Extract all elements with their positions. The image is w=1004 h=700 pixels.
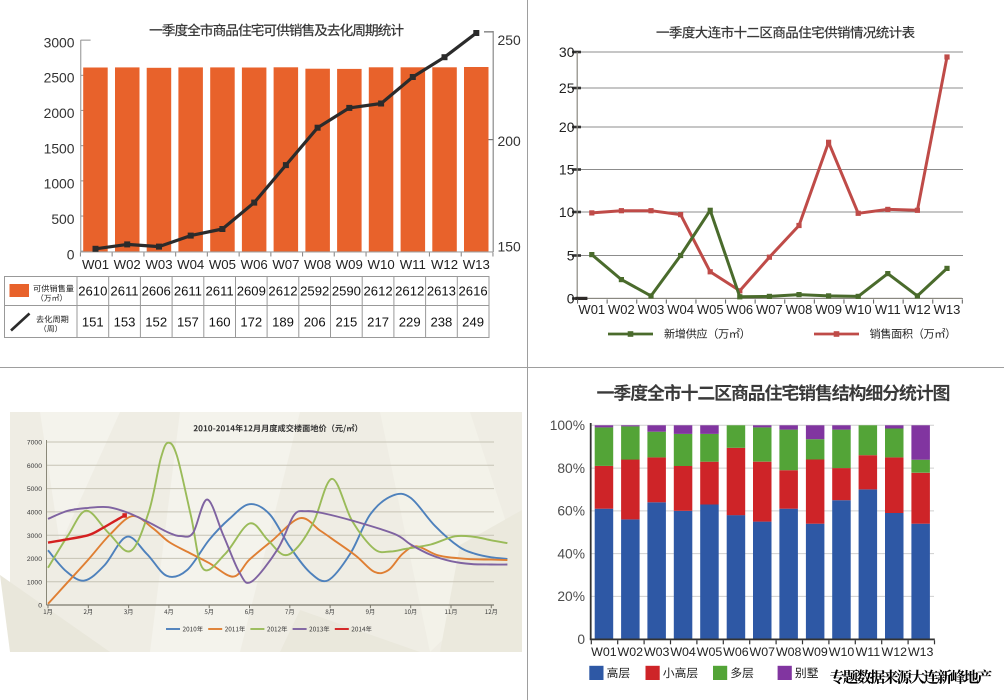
svg-text:W05: W05 xyxy=(209,257,236,272)
svg-text:0: 0 xyxy=(38,603,42,610)
svg-text:215: 215 xyxy=(335,314,357,329)
svg-text:5: 5 xyxy=(567,248,575,264)
svg-text:W13: W13 xyxy=(463,257,490,272)
svg-text:151: 151 xyxy=(82,314,104,329)
svg-text:2000: 2000 xyxy=(44,105,75,121)
svg-text:W11: W11 xyxy=(856,645,881,659)
svg-text:W07: W07 xyxy=(272,257,299,272)
svg-text:2613: 2613 xyxy=(427,283,456,298)
svg-text:150: 150 xyxy=(498,239,521,255)
svg-text:2000: 2000 xyxy=(27,556,42,563)
svg-text:80%: 80% xyxy=(557,461,585,476)
svg-text:2611: 2611 xyxy=(206,283,234,298)
svg-text:10: 10 xyxy=(559,204,575,220)
svg-text:W04: W04 xyxy=(670,645,696,659)
svg-text:250: 250 xyxy=(498,32,521,48)
svg-text:W12: W12 xyxy=(904,302,931,317)
svg-text:3000: 3000 xyxy=(44,34,75,50)
svg-text:0: 0 xyxy=(577,632,585,647)
svg-text:W09: W09 xyxy=(802,645,828,659)
svg-text:30: 30 xyxy=(559,44,575,60)
svg-text:W12: W12 xyxy=(431,257,458,272)
svg-text:W08: W08 xyxy=(304,257,331,272)
svg-text:W05: W05 xyxy=(697,645,723,659)
svg-text:2616: 2616 xyxy=(459,283,488,298)
svg-text:500: 500 xyxy=(51,211,74,227)
svg-text:20%: 20% xyxy=(557,589,585,604)
svg-text:W06: W06 xyxy=(723,645,749,659)
svg-text:2590: 2590 xyxy=(332,283,361,298)
svg-text:189: 189 xyxy=(272,314,294,329)
svg-text:W13: W13 xyxy=(908,645,934,659)
svg-text:172: 172 xyxy=(240,314,262,329)
svg-text:6000: 6000 xyxy=(27,463,42,470)
svg-text:2609: 2609 xyxy=(237,283,266,298)
svg-text:2606: 2606 xyxy=(142,283,171,298)
svg-text:W01: W01 xyxy=(82,257,109,272)
svg-text:152: 152 xyxy=(145,314,167,329)
svg-text:W10: W10 xyxy=(829,645,855,659)
svg-text:W03: W03 xyxy=(638,302,665,317)
svg-text:W02: W02 xyxy=(608,302,635,317)
svg-text:60%: 60% xyxy=(557,504,585,519)
svg-text:W01: W01 xyxy=(591,645,617,659)
svg-text:2611: 2611 xyxy=(174,283,202,298)
svg-text:2612: 2612 xyxy=(364,283,393,298)
svg-text:W04: W04 xyxy=(177,257,204,272)
svg-text:7000: 7000 xyxy=(27,440,42,447)
svg-text:W06: W06 xyxy=(241,257,268,272)
svg-text:40%: 40% xyxy=(557,546,585,561)
svg-text:W09: W09 xyxy=(815,302,842,317)
svg-text:153: 153 xyxy=(114,314,136,329)
svg-text:1000: 1000 xyxy=(44,176,75,192)
svg-text:20: 20 xyxy=(559,119,575,135)
svg-text:W04: W04 xyxy=(667,302,694,317)
svg-text:0: 0 xyxy=(67,246,75,262)
svg-text:W07: W07 xyxy=(750,645,776,659)
svg-text:W02: W02 xyxy=(618,645,644,659)
svg-text:W11: W11 xyxy=(400,257,426,272)
svg-text:W01: W01 xyxy=(578,302,605,317)
svg-text:206: 206 xyxy=(304,314,326,329)
svg-text:157: 157 xyxy=(177,314,199,329)
svg-text:5000: 5000 xyxy=(27,486,42,493)
svg-text:229: 229 xyxy=(399,314,421,329)
svg-text:2611: 2611 xyxy=(110,283,138,298)
svg-text:W10: W10 xyxy=(368,257,395,272)
svg-text:2610: 2610 xyxy=(78,283,107,298)
svg-text:W11: W11 xyxy=(875,302,901,317)
svg-text:2500: 2500 xyxy=(44,70,75,86)
svg-text:2592: 2592 xyxy=(300,283,329,298)
svg-text:15: 15 xyxy=(559,162,575,178)
svg-text:249: 249 xyxy=(462,314,484,329)
svg-text:217: 217 xyxy=(367,314,389,329)
svg-text:W03: W03 xyxy=(145,257,172,272)
svg-text:1500: 1500 xyxy=(44,140,75,156)
svg-text:W08: W08 xyxy=(786,302,813,317)
svg-text:2612: 2612 xyxy=(395,283,424,298)
svg-text:W02: W02 xyxy=(114,257,141,272)
svg-text:25: 25 xyxy=(559,80,575,96)
svg-text:2612: 2612 xyxy=(268,283,297,298)
svg-text:W07: W07 xyxy=(756,302,783,317)
svg-text:0: 0 xyxy=(567,291,575,307)
svg-text:W10: W10 xyxy=(845,302,872,317)
svg-text:W06: W06 xyxy=(726,302,753,317)
svg-text:100%: 100% xyxy=(550,418,585,433)
svg-text:W08: W08 xyxy=(776,645,802,659)
svg-text:160: 160 xyxy=(209,314,231,329)
svg-text:3000: 3000 xyxy=(27,533,42,540)
svg-text:1000: 1000 xyxy=(27,579,42,586)
svg-text:238: 238 xyxy=(430,314,452,329)
svg-text:W09: W09 xyxy=(336,257,363,272)
svg-text:200: 200 xyxy=(498,133,521,149)
svg-text:W05: W05 xyxy=(697,302,724,317)
svg-text:W03: W03 xyxy=(644,645,670,659)
svg-text:W13: W13 xyxy=(934,302,961,317)
svg-text:W12: W12 xyxy=(882,645,908,659)
svg-text:4000: 4000 xyxy=(27,510,42,517)
